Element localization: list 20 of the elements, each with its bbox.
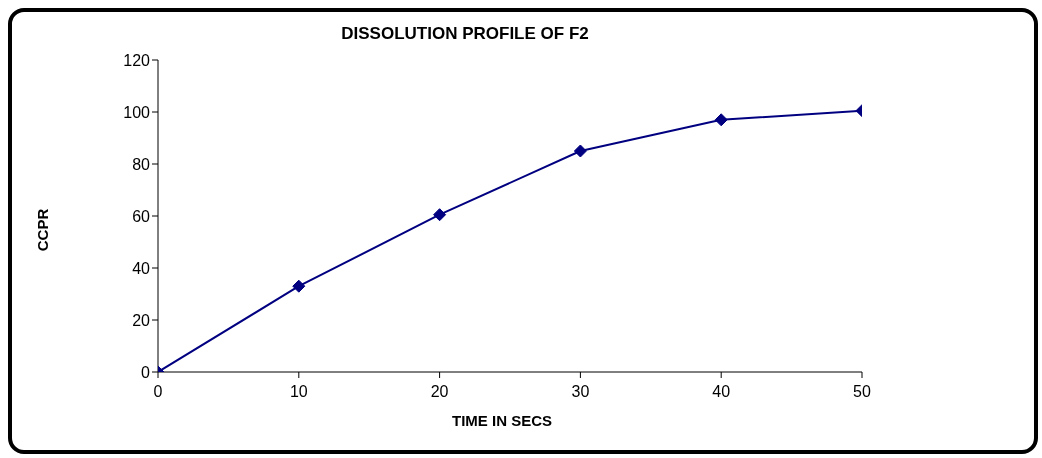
point xyxy=(292,279,306,293)
x-tick-label: 10 xyxy=(289,383,308,401)
x-axis-title: TIME IN SECS xyxy=(451,412,553,429)
y-tick-label: 120 xyxy=(123,51,151,69)
point xyxy=(433,208,447,222)
y-tick-label: 0 xyxy=(141,363,151,381)
y-tick-label: 60 xyxy=(132,207,151,225)
x-tick-label: 0 xyxy=(153,383,163,401)
point xyxy=(573,144,587,158)
y-tick-label: 80 xyxy=(132,155,151,173)
x-tick-label: 40 xyxy=(712,383,731,401)
y-tick-label: 40 xyxy=(132,259,151,277)
y-tick-label: 100 xyxy=(123,103,151,121)
y-axis-title: CCPR xyxy=(33,208,51,252)
chart-title: DISSOLUTION PROFILE OF F2 xyxy=(340,24,590,44)
point xyxy=(714,113,728,127)
x-tick-label: 30 xyxy=(571,383,590,401)
x-tick-label: 50 xyxy=(853,383,871,401)
x-tick-label: 20 xyxy=(430,383,449,401)
y-tick-label: 20 xyxy=(132,311,151,329)
